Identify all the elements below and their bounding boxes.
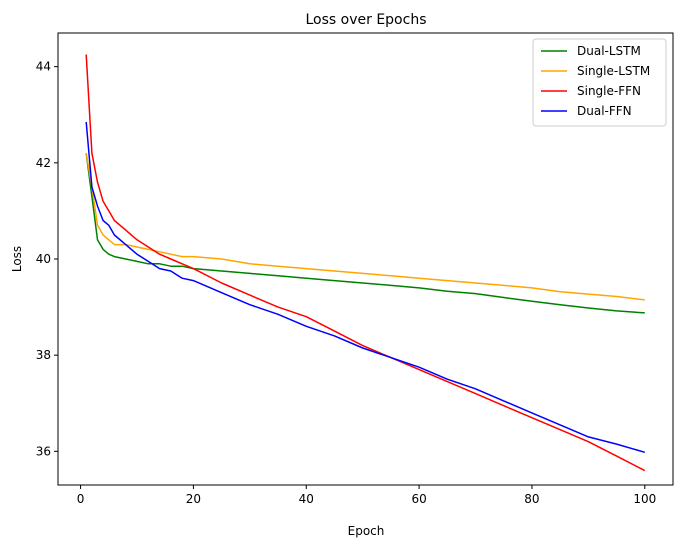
legend-label: Single-LSTM [577,64,650,78]
y-tick-label: 40 [36,252,51,266]
x-axis-title: Epoch [348,524,385,538]
y-axis-title: Loss [10,246,24,272]
y-tick-label: 36 [36,444,51,458]
x-axis-ticks: 0 20 40 60 80 100 [77,485,656,506]
chart-title: Loss over Epochs [306,12,427,28]
series-line-dual-lstm [85,153,645,314]
x-tick-label: 0 [77,492,85,506]
series-line-single-ffn [85,54,646,472]
series-line-single-lstm [85,153,645,301]
legend-label: Single-FFN [577,84,641,98]
legend: Dual-LSTM Single-LSTM Single-FFN Dual-FFN [532,38,667,127]
series-line-dual-ffn [85,121,646,454]
legend-label: Dual-LSTM [577,44,641,58]
x-tick-label: 80 [524,492,539,506]
y-tick-label: 44 [36,60,51,74]
y-axis-ticks: 36 38 40 42 44 [36,60,58,458]
x-tick-label: 20 [186,492,201,506]
x-tick-label: 40 [299,492,314,506]
x-tick-label: 60 [411,492,426,506]
x-tick-label: 100 [633,492,656,506]
y-tick-label: 38 [36,348,51,362]
legend-label: Dual-FFN [577,104,632,118]
legend-box [532,38,667,127]
series-lines [85,54,646,472]
y-tick-label: 42 [36,156,51,170]
